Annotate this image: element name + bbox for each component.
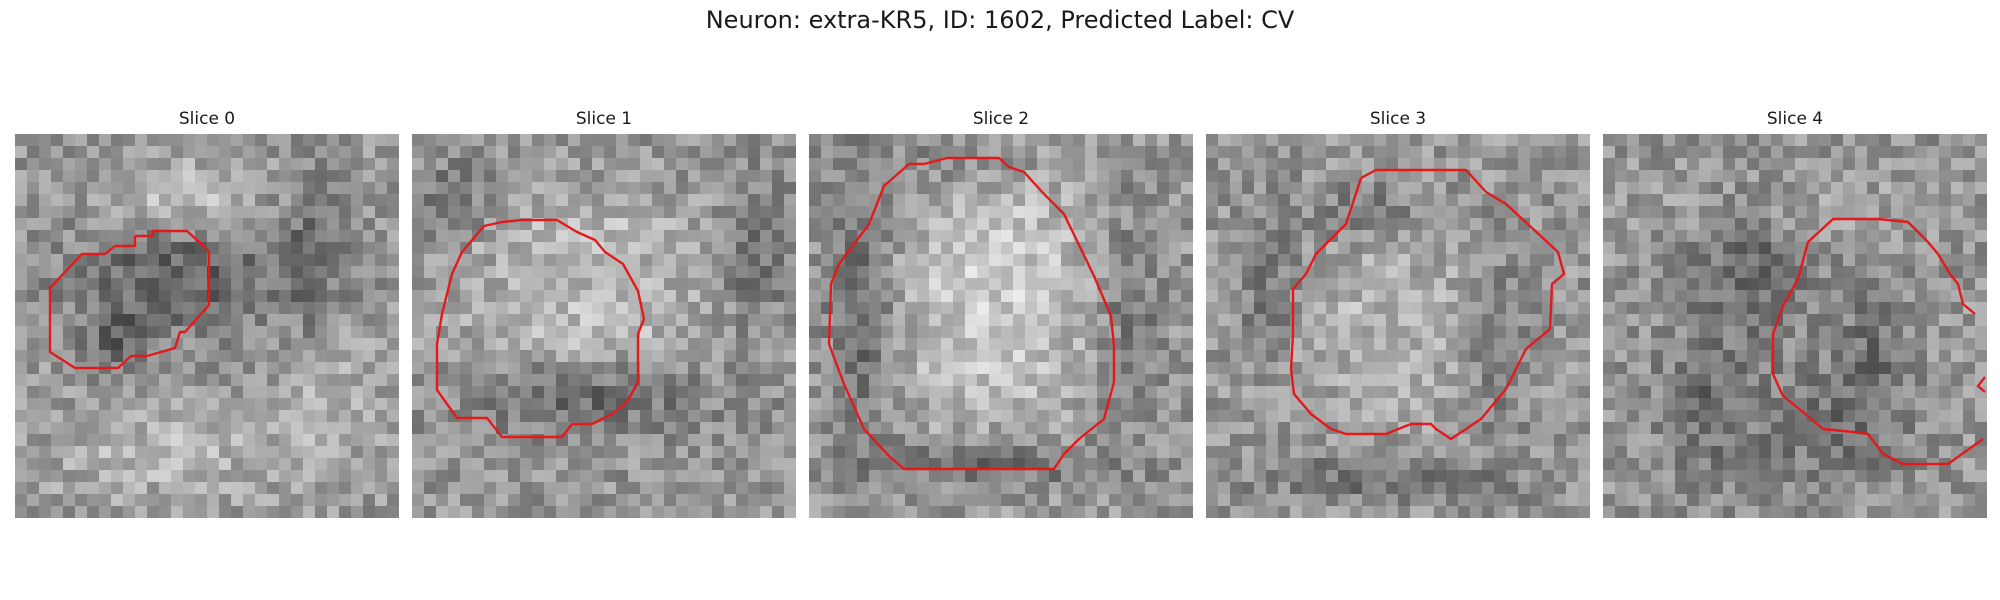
slice-panel-0: Slice 0 bbox=[15, 108, 399, 518]
slice-pixels-4 bbox=[1603, 134, 1987, 518]
slice-image-1 bbox=[412, 134, 796, 518]
slice-title-0: Slice 0 bbox=[178, 109, 236, 129]
slice-title-3: Slice 3 bbox=[1369, 109, 1427, 129]
slice-image-3 bbox=[1206, 134, 1590, 518]
slice-panel-1: Slice 1 bbox=[412, 108, 796, 518]
slice-pixels-2 bbox=[809, 134, 1193, 518]
slice-panel-2: Slice 2 bbox=[809, 108, 1193, 518]
slice-pixels-0 bbox=[15, 134, 399, 518]
roi-contour-fragment-4 bbox=[1976, 376, 1986, 393]
roi-contour-0 bbox=[48, 229, 211, 370]
slice-panel-4: Slice 4 bbox=[1603, 108, 1987, 518]
slice-title-4: Slice 4 bbox=[1766, 109, 1824, 129]
slice-image-2 bbox=[809, 134, 1193, 518]
slice-panel-3: Slice 3 bbox=[1206, 108, 1590, 518]
roi-contour-4 bbox=[1771, 217, 1984, 466]
roi-contour-1 bbox=[435, 218, 646, 439]
slice-overlay-4 bbox=[1771, 217, 1986, 466]
slice-pixels-3 bbox=[1206, 134, 1590, 518]
roi-contour-2 bbox=[827, 156, 1116, 471]
figure-title: Neuron: extra-KR5, ID: 1602, Predicted L… bbox=[705, 6, 1295, 34]
slice-pixels-1 bbox=[412, 134, 796, 518]
slice-overlay-1 bbox=[435, 218, 646, 439]
slice-image-4 bbox=[1603, 134, 1987, 518]
slice-overlay-3 bbox=[1289, 168, 1566, 441]
slice-overlay-0 bbox=[48, 229, 211, 370]
slice-overlay-2 bbox=[827, 156, 1116, 471]
roi-contour-3 bbox=[1289, 168, 1566, 441]
slice-title-1: Slice 1 bbox=[575, 109, 633, 129]
slice-image-0 bbox=[15, 134, 399, 518]
slice-title-2: Slice 2 bbox=[972, 109, 1030, 129]
